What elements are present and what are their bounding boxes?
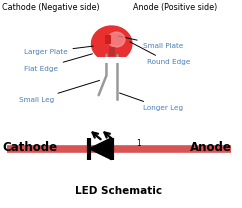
Text: Cathode: Cathode bbox=[2, 141, 58, 154]
FancyBboxPatch shape bbox=[89, 57, 134, 63]
Text: LED Schematic: LED Schematic bbox=[75, 186, 162, 196]
FancyBboxPatch shape bbox=[95, 44, 128, 55]
Text: Round Edge: Round Edge bbox=[130, 42, 191, 65]
Text: Cathode (Negative side): Cathode (Negative side) bbox=[2, 3, 100, 12]
FancyBboxPatch shape bbox=[105, 35, 111, 44]
Text: Anode: Anode bbox=[190, 141, 232, 154]
Text: Small Plate: Small Plate bbox=[118, 36, 183, 49]
Polygon shape bbox=[89, 138, 112, 160]
Text: Flat Edge: Flat Edge bbox=[24, 54, 92, 72]
Circle shape bbox=[91, 26, 132, 61]
Text: Small Leg: Small Leg bbox=[19, 80, 99, 103]
Text: Longer Leg: Longer Leg bbox=[120, 93, 183, 111]
Text: 1: 1 bbox=[137, 139, 141, 148]
FancyBboxPatch shape bbox=[109, 47, 115, 56]
Circle shape bbox=[108, 32, 125, 47]
Text: Anode (Positive side): Anode (Positive side) bbox=[133, 3, 217, 12]
Text: 2: 2 bbox=[87, 139, 91, 148]
Text: Larger Plate: Larger Plate bbox=[24, 46, 93, 55]
